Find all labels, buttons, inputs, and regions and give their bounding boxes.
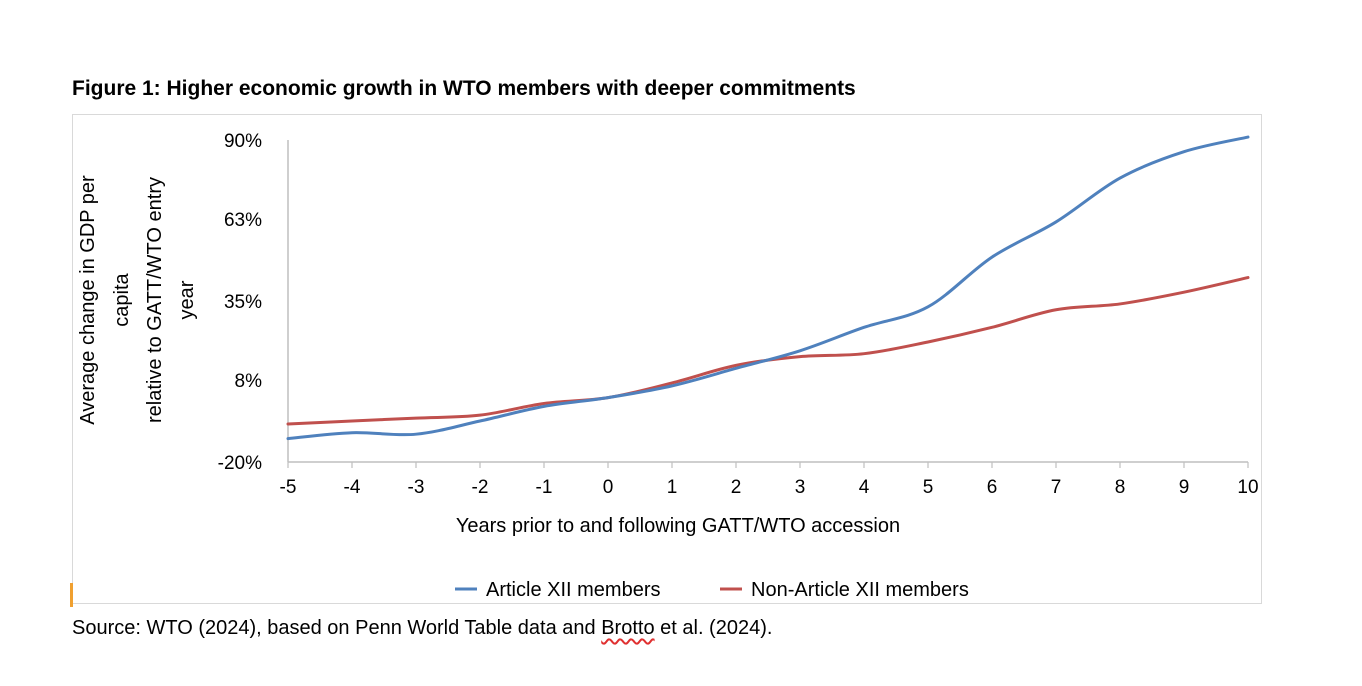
y-axis-title-line: relative to GATT/WTO entry <box>144 177 166 423</box>
text-cursor <box>70 583 73 607</box>
x-tick-label: -3 <box>408 477 425 498</box>
x-tick-label: 3 <box>795 477 806 498</box>
x-tick-label: 9 <box>1179 477 1190 498</box>
y-axis-title-line: capita <box>111 272 133 326</box>
x-tick-label: 8 <box>1115 477 1126 498</box>
x-tick-label: 4 <box>859 477 870 498</box>
x-tick-label: 7 <box>1051 477 1062 498</box>
legend-label-non-article-xii: Non-Article XII members <box>751 579 969 601</box>
source-note: Source: WTO (2024), based on Penn World … <box>72 617 772 640</box>
y-tick-label: 8% <box>235 371 263 392</box>
source-flagged-word: Brotto <box>601 617 655 639</box>
x-tick-label: 6 <box>987 477 998 498</box>
figure-title: Figure 1: Higher economic growth in WTO … <box>72 77 856 100</box>
x-tick-label: 1 <box>667 477 678 498</box>
x-tick-label: 10 <box>1237 477 1258 498</box>
x-tick-label: 5 <box>923 477 934 498</box>
x-tick-label: 0 <box>603 477 614 498</box>
y-tick-label: -20% <box>218 453 262 474</box>
chart-area <box>72 114 1262 604</box>
x-tick-label: -4 <box>344 477 361 498</box>
y-axis-title-line: Average change in GDP per <box>77 175 99 425</box>
y-tick-label: 63% <box>224 210 262 231</box>
x-tick-label: -1 <box>536 477 553 498</box>
source-suffix: et al. (2024). <box>654 617 773 639</box>
x-tick-label: -2 <box>472 477 489 498</box>
series-line-article-xii <box>286 135 1250 441</box>
x-tick-label: -5 <box>280 477 297 498</box>
legend-label-article-xii: Article XII members <box>486 579 660 601</box>
y-tick-label: 90% <box>224 131 262 152</box>
series-line-non-article-xii <box>286 276 1250 426</box>
y-axis-title-line: year <box>176 280 198 319</box>
x-tick-label: 2 <box>731 477 742 498</box>
x-axis-title: Years prior to and following GATT/WTO ac… <box>456 515 900 537</box>
y-tick-label: 35% <box>224 292 262 313</box>
source-text: Source: WTO (2024), based on Penn World … <box>72 617 602 639</box>
